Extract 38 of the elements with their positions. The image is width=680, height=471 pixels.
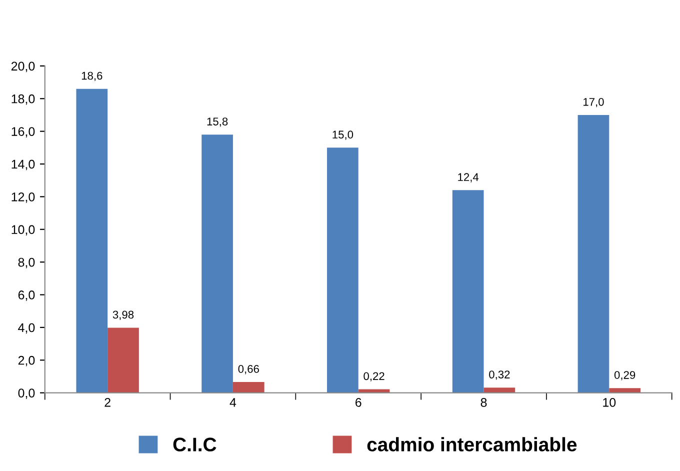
data-label: 0,32 — [489, 370, 510, 380]
y-tick-label: 20,0 — [11, 62, 35, 72]
data-label: 3,98 — [112, 310, 134, 320]
bar — [76, 88, 108, 393]
y-tick-label: 4,0 — [18, 323, 35, 334]
data-label: 0,22 — [364, 372, 384, 382]
bar — [578, 114, 610, 393]
x-tick-label: 2 — [104, 398, 110, 407]
data-label: 15,0 — [332, 130, 354, 140]
bar — [452, 190, 484, 393]
data-label: 15,8 — [207, 118, 228, 127]
bar — [202, 134, 233, 393]
bar — [327, 148, 358, 393]
y-tick-label: 16,0 — [12, 127, 35, 138]
bar — [108, 328, 139, 393]
bar — [232, 382, 264, 393]
legend-label: cadmio intercambiable — [367, 437, 577, 452]
data-label: 12,4 — [458, 173, 479, 182]
data-label: 17,0 — [584, 98, 604, 108]
bar — [358, 389, 390, 393]
bar — [609, 388, 640, 393]
y-tick-label: 14,0 — [12, 160, 35, 170]
bar — [484, 388, 516, 393]
y-tick-label: 6,0 — [18, 290, 35, 301]
x-tick-label: 8 — [480, 398, 487, 407]
y-tick-label: 0,0 — [18, 388, 35, 399]
data-label: 0,29 — [614, 371, 636, 380]
x-tick-label: 4 — [230, 398, 236, 407]
x-tick-label: 10 — [603, 398, 616, 407]
y-tick-label: 12,0 — [12, 192, 35, 203]
y-tick-label: 2,0 — [18, 356, 35, 366]
x-tick-label: 6 — [356, 398, 362, 407]
data-label: 0,66 — [238, 365, 259, 374]
y-tick-label: 8,0 — [18, 258, 35, 268]
y-tick-label: 10,0 — [12, 225, 35, 236]
legend-label: C.I.C — [173, 438, 216, 452]
y-tick-label: 18,0 — [12, 94, 35, 105]
data-label: 18,6 — [82, 72, 102, 81]
